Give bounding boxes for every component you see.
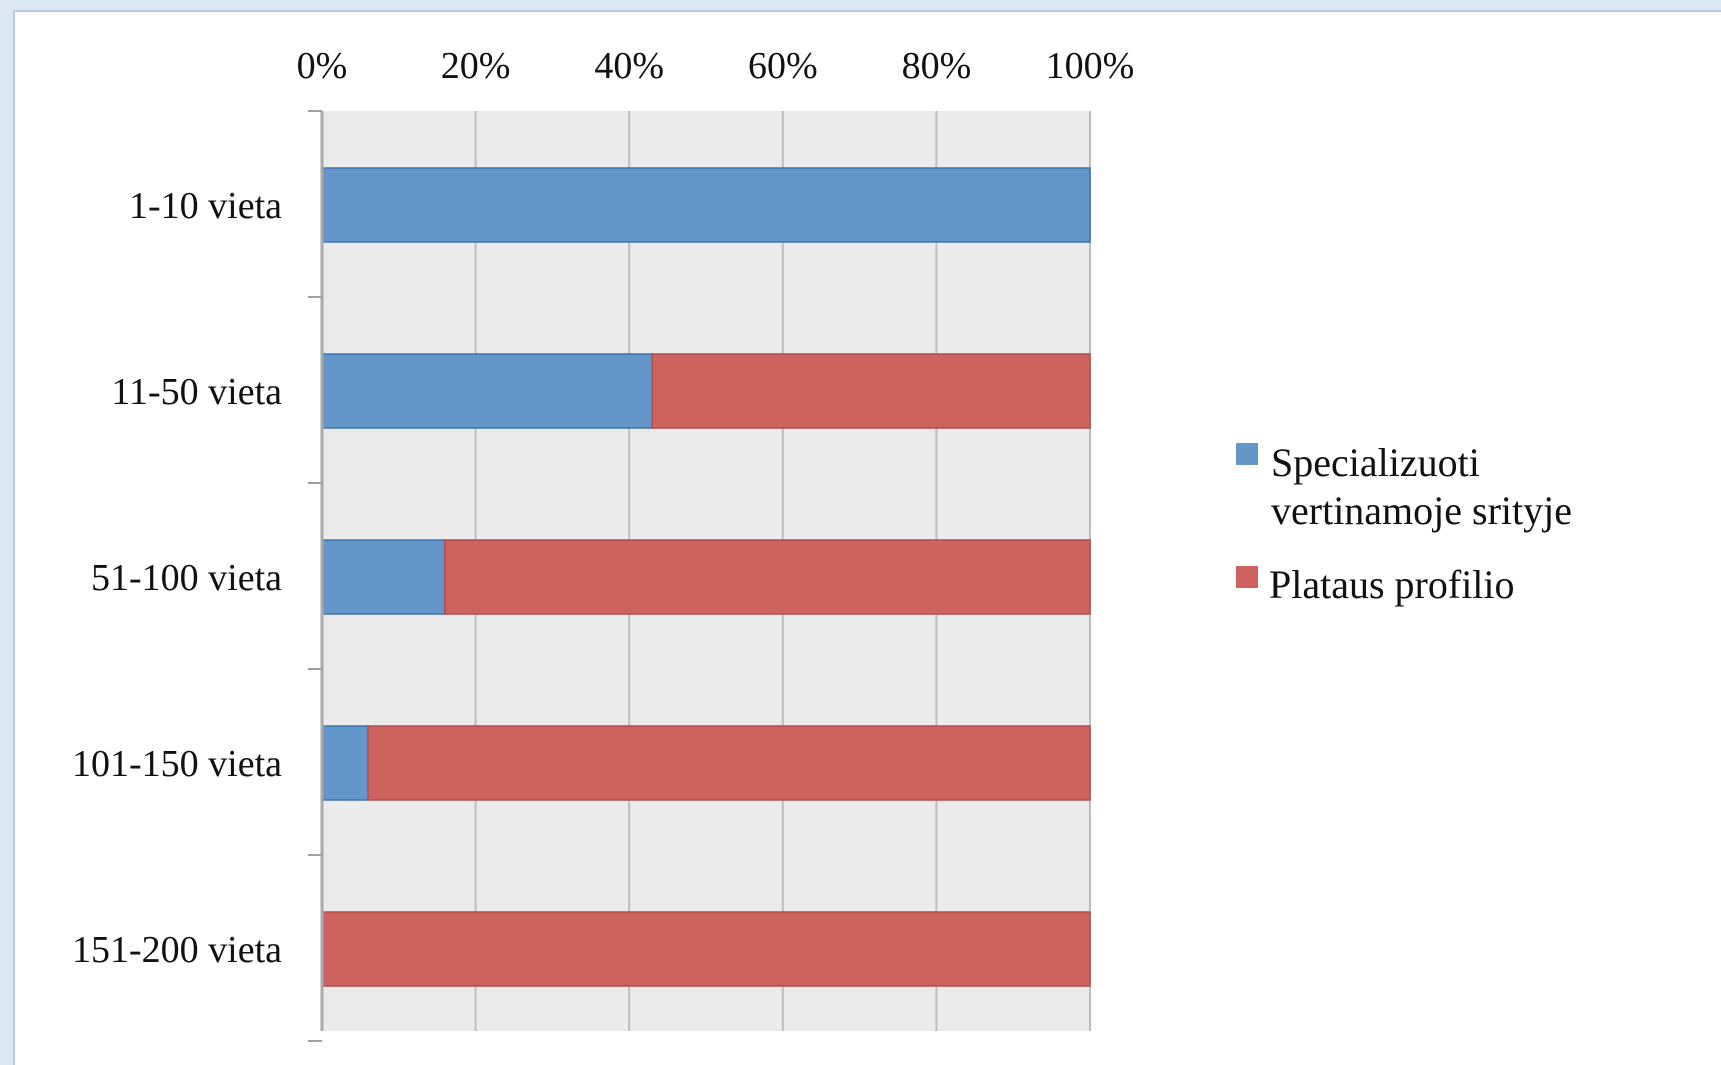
bar-specializuoti [321,353,653,429]
plot-layer [321,111,1091,1031]
y-category-label: 151-200 vieta [72,929,282,971]
legend-swatch-specializuoti [1236,443,1258,465]
x-tick-label: 60% [748,45,818,87]
x-tick-label: 100% [1046,45,1135,87]
x-tick-label: 80% [902,45,972,87]
axis-layer: 0% 20% 40% 60% 80% 100% 1-10 vieta 11-50 vieta 5… [72,45,1135,1042]
legend-label-specializuoti: Specializuoti vertinamoje srityje [1271,440,1572,533]
legend-swatch-plataus-profilio [1236,566,1258,588]
legend-layer: Specializuoti vertinamoje srityje Plataus… [1236,440,1572,607]
x-tick-label: 0% [297,45,348,87]
y-category-label: 1-10 vieta [129,185,282,227]
x-tick-label: 40% [594,45,664,87]
bar-plataus-profilio [651,353,1091,429]
y-category-label: 101-150 vieta [72,743,282,785]
bar-specializuoti [321,167,1091,243]
bar-specializuoti [321,539,446,615]
bar-plataus-profilio [444,539,1091,615]
y-category-label: 11-50 vieta [111,371,282,413]
bar-specializuoti [321,725,369,801]
y-category-label: 51-100 vieta [91,557,282,599]
bar-plataus-profilio [321,911,1091,987]
x-tick-label: 20% [441,45,511,87]
legend-label-plataus-profilio: Plataus profilio [1269,562,1515,607]
bar-plataus-profilio [367,725,1091,801]
